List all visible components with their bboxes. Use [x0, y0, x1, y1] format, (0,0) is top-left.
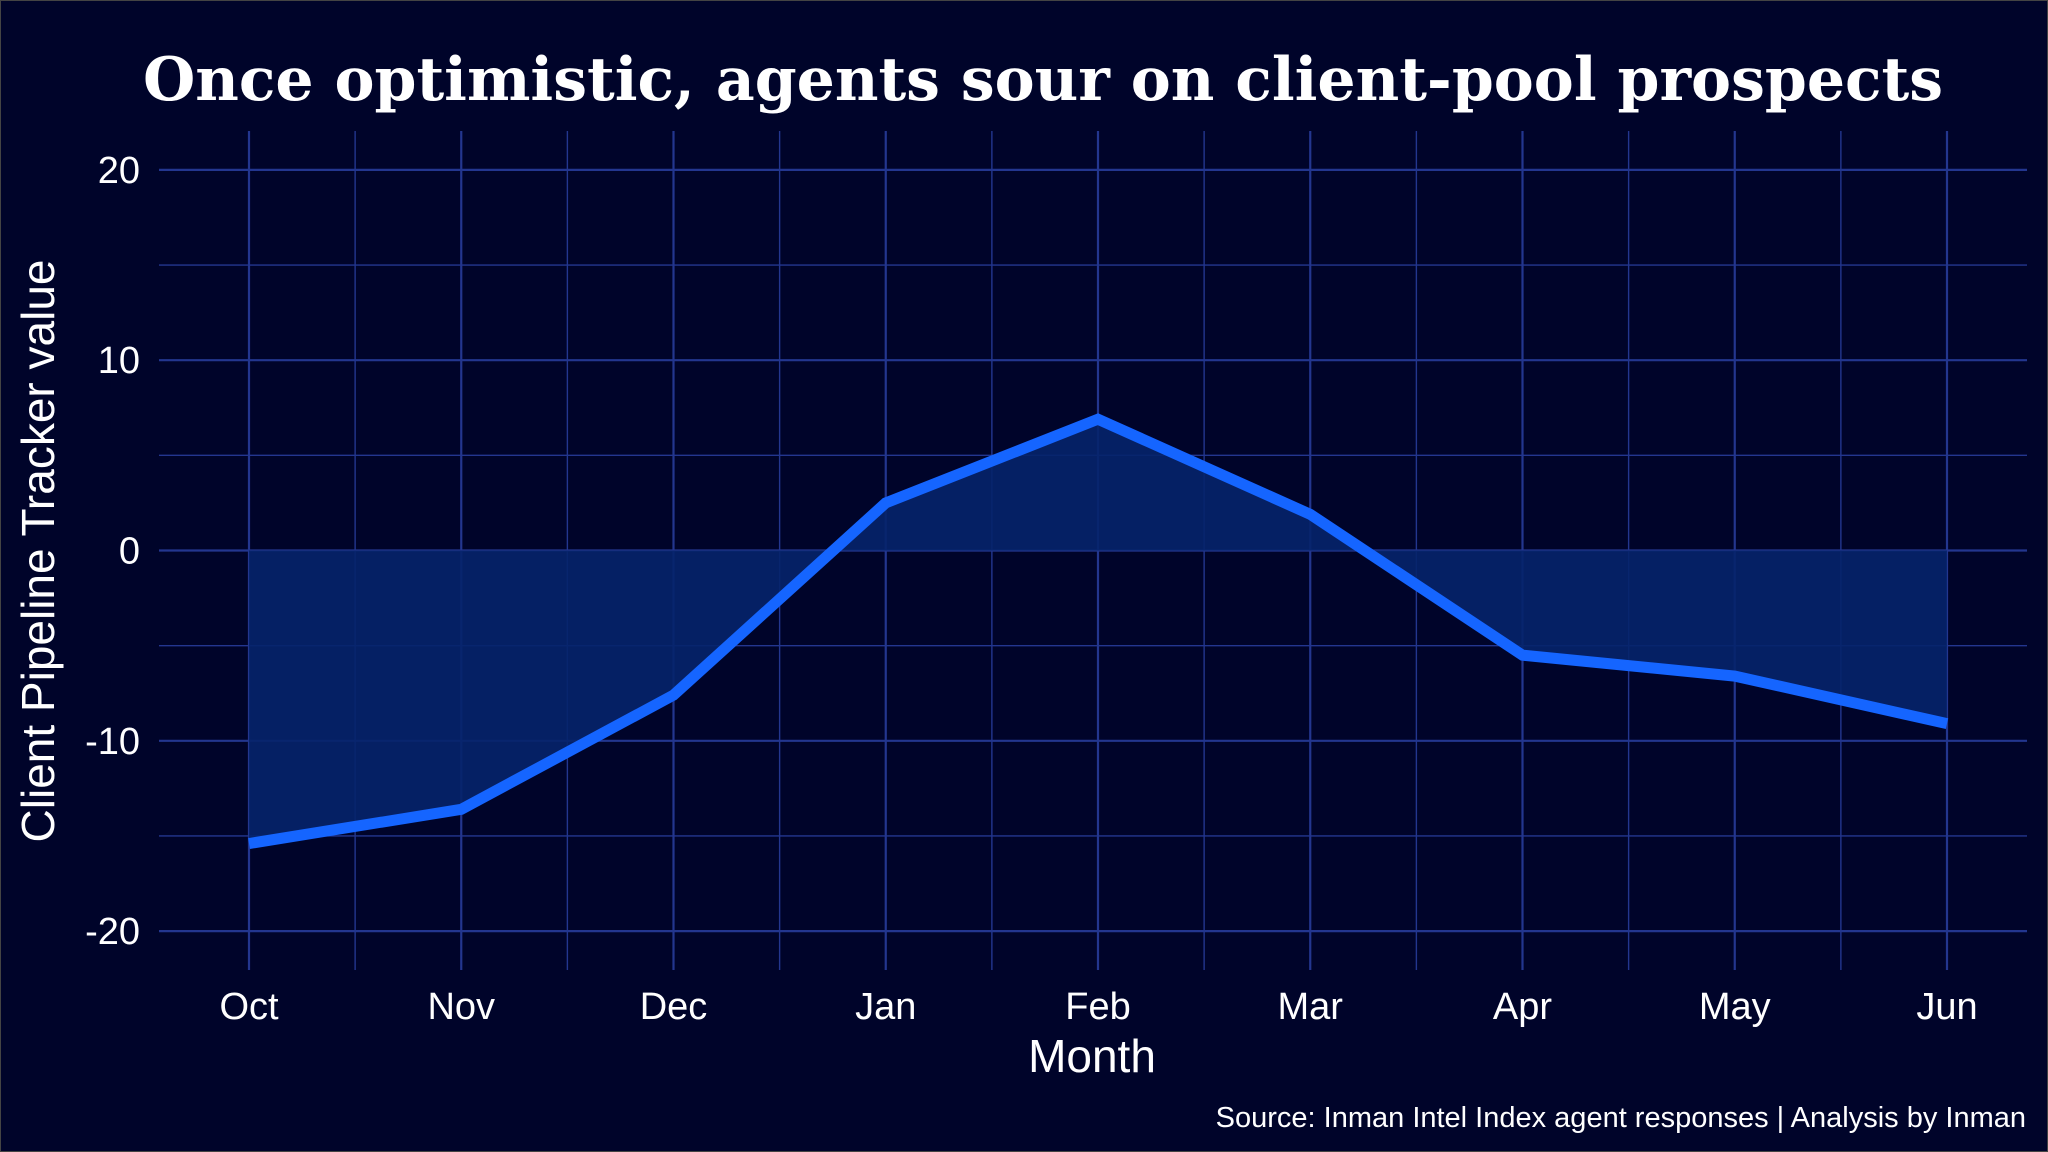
x-tick-label: May — [1699, 986, 1771, 1028]
x-tick-label: Oct — [219, 986, 279, 1028]
x-axis-label: Month — [1028, 1030, 1156, 1082]
area-fill — [249, 419, 1947, 844]
y-tick-label: -20 — [85, 911, 140, 953]
x-tick-label: Jun — [1916, 986, 1977, 1028]
y-tick-label: 10 — [98, 340, 140, 382]
source-caption: Source: Inman Intel Index agent response… — [1216, 1102, 2026, 1134]
y-tick-label: -10 — [85, 721, 140, 763]
x-tick-label: Nov — [427, 986, 495, 1028]
y-tick-label: 0 — [119, 531, 140, 573]
x-tick-label: Apr — [1493, 986, 1552, 1028]
y-tick-label: 20 — [98, 150, 140, 192]
x-axis-ticks: Oct Nov Dec Jan Feb Mar Apr May Jun — [219, 986, 1977, 1028]
y-axis-label: Client Pipeline Tracker value — [12, 260, 64, 843]
chart-title: Once optimistic, agents sour on client-p… — [143, 45, 1943, 115]
x-tick-label: Dec — [640, 986, 708, 1028]
series-line — [248, 413, 1949, 849]
y-axis-ticks: 20 10 0 -10 -20 — [85, 150, 140, 953]
x-tick-label: Feb — [1065, 986, 1130, 1028]
x-tick-label: Jan — [855, 986, 916, 1028]
x-tick-label: Mar — [1278, 986, 1344, 1028]
